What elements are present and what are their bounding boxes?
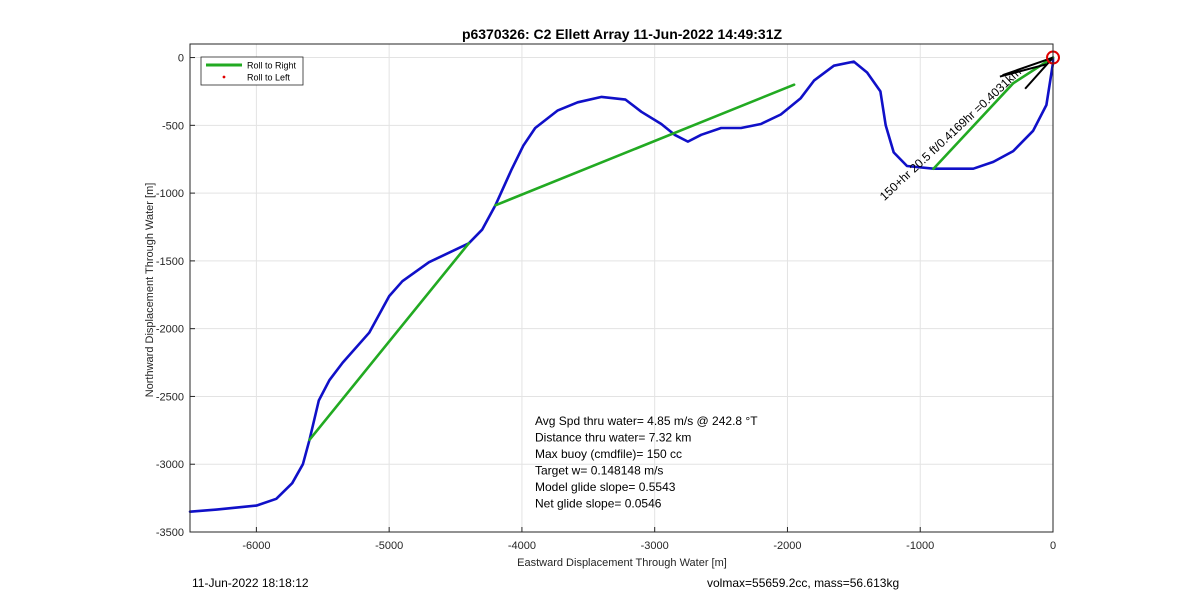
- plot-frame: [189, 43, 1054, 533]
- y-tick-label: -1000: [156, 188, 184, 200]
- x-tick-label: -5000: [375, 540, 403, 552]
- stats-line: Avg Spd thru water= 4.85 m/s @ 242.8 °T: [535, 414, 758, 428]
- stats-line: Model glide slope= 0.5543: [535, 480, 676, 494]
- marker-layer: [999, 50, 1060, 90]
- roll-right-segment: [932, 82, 1015, 171]
- stats-line: Max buoy (cmdfile)= 150 cc: [535, 447, 682, 461]
- axis-ticks: -6000 -5000 -4000 -3000 -2000 -1000 0 0 -500 -100…: [156, 53, 1056, 552]
- y-tick-label: -500: [162, 120, 184, 132]
- roll-right-segment: [1011, 56, 1055, 85]
- x-tick-label: -2000: [773, 540, 801, 552]
- y-tick-label: -1500: [156, 256, 184, 268]
- stats-line: Net glide slope= 0.0546: [535, 497, 662, 511]
- stats-block: Avg Spd thru water= 4.85 m/s @ 242.8 °T …: [535, 414, 758, 511]
- y-tick-label: -3000: [156, 459, 184, 471]
- chart-title: p6370326: C2 Ellett Array 11-Jun-2022 14…: [462, 26, 783, 42]
- x-axis-label: Eastward Displacement Through Water [m]: [517, 557, 727, 569]
- footer-volmax-mass: volmax=55659.2cc, mass=56.613kg: [707, 576, 900, 590]
- roll-right-segment: [308, 241, 471, 442]
- legend: Roll to Right Roll to Left: [200, 56, 304, 86]
- legend-box: [200, 56, 304, 86]
- legend-label-roll-left: Roll to Left: [247, 73, 291, 83]
- legend-marker-roll-left: [222, 75, 226, 79]
- y-tick-label: -2000: [156, 324, 184, 336]
- roll-right-segment: [494, 83, 796, 207]
- stats-line: Distance thru water= 7.32 km: [535, 431, 691, 445]
- y-axis-label: Northward Displacement Through Water [m]: [144, 183, 156, 398]
- y-tick-label: -2500: [156, 391, 184, 403]
- y-tick-label: 0: [178, 53, 184, 65]
- x-tick-label: -3000: [641, 540, 669, 552]
- stats-line: Target w= 0.148148 m/s: [535, 464, 663, 478]
- x-tick-label: 0: [1050, 540, 1056, 552]
- heading-line: [1002, 56, 1054, 77]
- heading-line: [999, 63, 1047, 78]
- series-layer: [188, 56, 1055, 513]
- x-tick-label: -4000: [508, 540, 536, 552]
- trajectory-line: [188, 56, 1055, 513]
- x-tick-label: -1000: [906, 540, 934, 552]
- y-tick-label: -3500: [156, 527, 184, 539]
- footer-timestamp: 11-Jun-2022 18:18:12: [192, 576, 309, 590]
- legend-label-roll-right: Roll to Right: [247, 61, 297, 71]
- x-tick-label: -6000: [242, 540, 270, 552]
